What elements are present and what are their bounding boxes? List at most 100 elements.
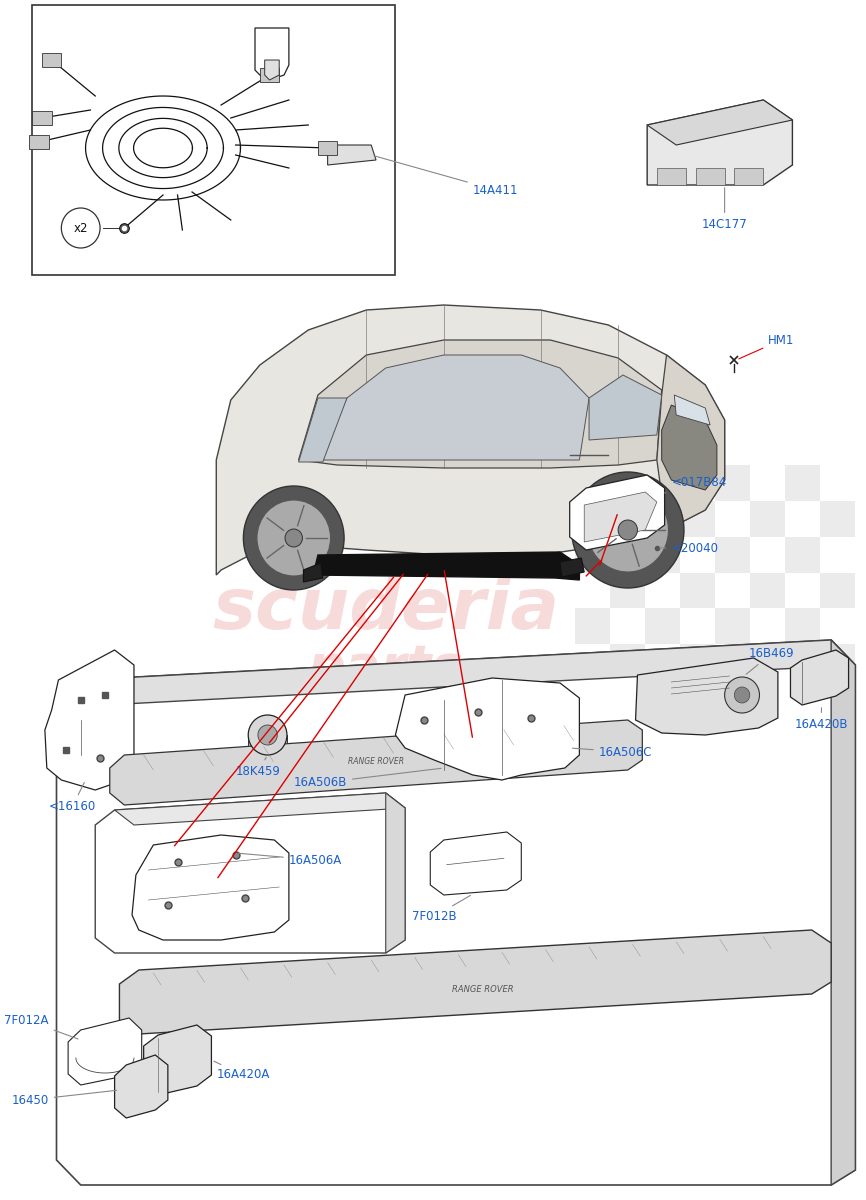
Bar — [610, 500, 645, 536]
Polygon shape — [791, 650, 849, 704]
Polygon shape — [313, 552, 579, 580]
Polygon shape — [385, 793, 405, 953]
Polygon shape — [56, 640, 856, 1186]
Text: 7F012A: 7F012A — [4, 1014, 78, 1039]
Bar — [820, 500, 856, 536]
Bar — [574, 608, 610, 644]
Bar — [785, 536, 820, 572]
Polygon shape — [318, 355, 589, 460]
Polygon shape — [68, 1018, 142, 1085]
Bar — [29, 134, 48, 149]
Polygon shape — [647, 100, 792, 145]
Polygon shape — [303, 563, 323, 582]
Bar — [645, 536, 680, 572]
Bar — [260, 68, 279, 82]
Polygon shape — [589, 374, 662, 440]
Text: HM1: HM1 — [739, 334, 795, 359]
Circle shape — [725, 677, 759, 713]
Circle shape — [587, 488, 669, 572]
Bar — [734, 168, 763, 185]
Text: 16B469: 16B469 — [746, 647, 794, 674]
Bar — [695, 168, 725, 185]
Bar — [715, 608, 750, 644]
Polygon shape — [265, 60, 279, 80]
Polygon shape — [585, 492, 656, 542]
Text: 14C177: 14C177 — [701, 187, 747, 230]
Bar — [610, 644, 645, 680]
Text: parts: parts — [307, 642, 463, 694]
Polygon shape — [114, 793, 405, 826]
Text: <16160: <16160 — [48, 782, 96, 814]
Polygon shape — [144, 1025, 211, 1094]
Polygon shape — [831, 640, 856, 1186]
Text: 7F012B: 7F012B — [412, 895, 470, 923]
Polygon shape — [299, 340, 662, 468]
Polygon shape — [114, 1055, 168, 1118]
Bar — [820, 572, 856, 608]
Bar — [656, 168, 686, 185]
Bar — [785, 464, 820, 500]
Text: x2: x2 — [74, 222, 88, 234]
Polygon shape — [95, 793, 405, 953]
Circle shape — [243, 486, 344, 590]
Bar — [42, 53, 61, 67]
Bar — [318, 140, 337, 155]
Bar — [715, 536, 750, 572]
Text: scuderia: scuderia — [212, 576, 559, 644]
Bar — [610, 572, 645, 608]
Polygon shape — [396, 678, 579, 780]
Polygon shape — [327, 145, 376, 164]
Polygon shape — [299, 398, 347, 462]
Text: 16A420B: 16A420B — [795, 708, 848, 731]
Polygon shape — [81, 640, 856, 704]
Text: <20040: <20040 — [660, 541, 719, 554]
Bar — [32, 110, 52, 125]
Bar — [680, 500, 715, 536]
Bar — [750, 572, 785, 608]
Polygon shape — [662, 404, 717, 490]
Polygon shape — [216, 305, 725, 575]
Polygon shape — [45, 650, 134, 790]
Circle shape — [285, 529, 302, 547]
Text: 14A411: 14A411 — [374, 156, 519, 197]
Polygon shape — [656, 355, 725, 530]
Bar — [32, 5, 396, 275]
Circle shape — [734, 686, 750, 703]
Text: 18K459: 18K459 — [236, 757, 281, 778]
Polygon shape — [647, 100, 792, 185]
Bar — [750, 500, 785, 536]
Bar — [574, 536, 610, 572]
Text: <017B84: <017B84 — [664, 476, 727, 493]
Text: 16450: 16450 — [11, 1091, 117, 1106]
Polygon shape — [636, 658, 778, 734]
Polygon shape — [675, 395, 710, 425]
Text: 16A506B: 16A506B — [294, 768, 441, 790]
Bar — [680, 644, 715, 680]
Circle shape — [257, 500, 331, 576]
Circle shape — [249, 715, 287, 755]
Circle shape — [618, 520, 637, 540]
Bar — [574, 464, 610, 500]
Circle shape — [61, 208, 100, 248]
Bar — [715, 464, 750, 500]
Text: 16A420A: 16A420A — [214, 1061, 269, 1081]
Bar — [785, 608, 820, 644]
Text: RANGE ROVER: RANGE ROVER — [348, 757, 404, 767]
Polygon shape — [430, 832, 521, 895]
Circle shape — [258, 725, 277, 745]
Bar — [820, 644, 856, 680]
Polygon shape — [132, 835, 289, 940]
Bar — [680, 572, 715, 608]
Bar — [750, 644, 785, 680]
Bar — [645, 464, 680, 500]
Text: 16A506C: 16A506C — [572, 745, 652, 758]
Polygon shape — [560, 558, 585, 577]
Polygon shape — [255, 28, 289, 80]
Circle shape — [572, 472, 684, 588]
Polygon shape — [120, 930, 831, 1034]
Text: 16A506A: 16A506A — [238, 853, 342, 866]
Polygon shape — [570, 475, 664, 550]
Text: RANGE ROVER: RANGE ROVER — [452, 985, 514, 995]
Bar — [645, 608, 680, 644]
Polygon shape — [110, 720, 643, 805]
